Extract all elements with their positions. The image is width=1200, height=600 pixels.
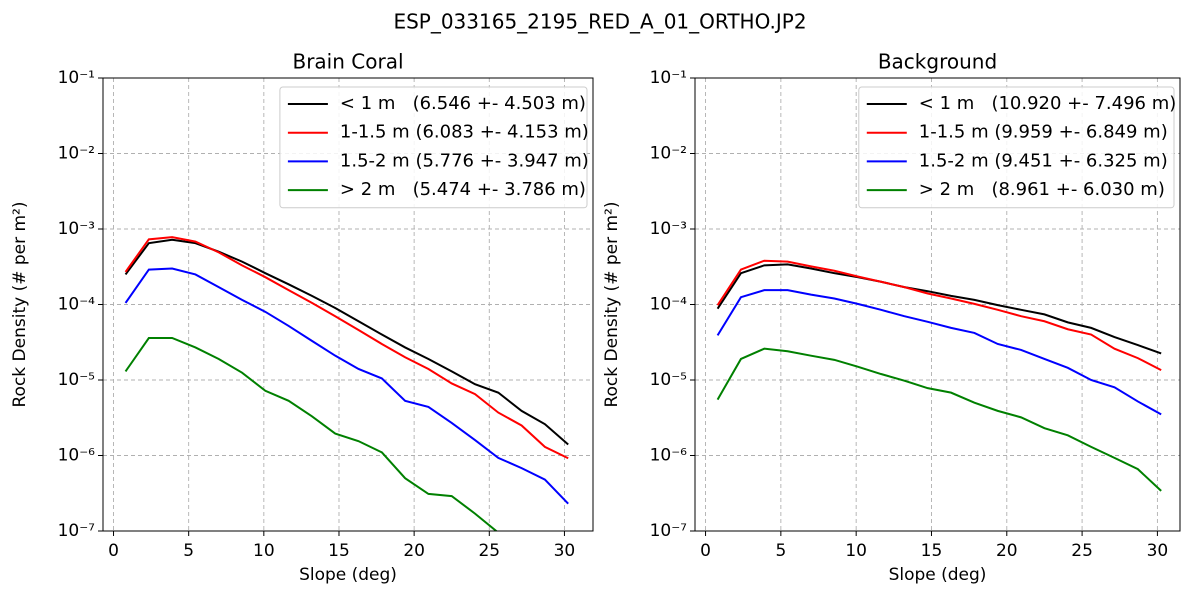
legend-box <box>279 86 588 209</box>
x-tick-label: 20 <box>403 541 425 561</box>
y-tick-label: 10⁻⁵ <box>58 370 95 390</box>
x-tick-label: 5 <box>183 541 194 561</box>
y-axis-label: Rock Density (# per m²) <box>602 201 622 407</box>
y-tick-label: 10⁻⁶ <box>650 446 688 466</box>
x-tick-label: 5 <box>775 541 786 561</box>
y-tick-label: 10⁻¹ <box>58 68 95 88</box>
x-axis-label: Slope (deg) <box>889 565 987 585</box>
y-tick-label: 10⁻² <box>58 144 95 164</box>
x-tick-label: 0 <box>108 541 119 561</box>
legend: < 1 m (6.546 +- 4.503 m) 1-1.5 m (6.083 +… <box>279 86 589 209</box>
line-series <box>124 236 569 460</box>
legend-label: > 2 m (8.961 +- 6.030 m) <box>919 179 1165 200</box>
figure-title: ESP_033165_2195_RED_A_01_ORTHO.JP2 <box>393 10 806 34</box>
y-tick-label: 10⁻² <box>650 144 687 164</box>
line-series <box>124 336 498 531</box>
y-tick-label: 10⁻¹ <box>650 68 687 88</box>
y-tick-label: 10⁻⁴ <box>58 295 96 315</box>
x-tick-label: 20 <box>996 541 1018 561</box>
x-tick-label: 10 <box>845 541 867 561</box>
x-tick-label: 10 <box>253 541 275 561</box>
y-tick-label: 10⁻⁶ <box>58 446 96 466</box>
x-tick-label: 30 <box>1147 541 1169 561</box>
x-tick-label: 30 <box>554 541 576 561</box>
axes-title: Background <box>878 50 997 74</box>
x-tick-label: 15 <box>328 541 350 561</box>
y-tick-label: 10⁻⁷ <box>650 521 688 541</box>
legend-label: 1-1.5 m (6.083 +- 4.153 m) <box>340 122 589 143</box>
legend-label: < 1 m (10.920 +- 7.496 m) <box>919 93 1177 114</box>
legend-label: > 2 m (5.474 +- 3.786 m) <box>340 179 586 200</box>
axes-frame <box>102 77 594 532</box>
y-axis-label: Rock Density (# per m²) <box>10 201 30 407</box>
line-series <box>124 267 569 505</box>
legend-box <box>858 86 1175 209</box>
x-tick-label: 15 <box>921 541 943 561</box>
line-series <box>716 263 1162 355</box>
axes-title: Brain Coral <box>292 50 403 74</box>
y-tick-label: 10⁻³ <box>58 219 95 239</box>
line-series <box>716 289 1162 416</box>
line-series <box>716 259 1162 372</box>
legend-label: 1-1.5 m (9.959 +- 6.849 m) <box>919 122 1168 143</box>
x-tick-label: 0 <box>700 541 711 561</box>
legend-label: 1.5-2 m (5.776 +- 3.947 m) <box>340 150 589 171</box>
legend-label: 1.5-2 m (9.451 +- 6.325 m) <box>919 150 1168 171</box>
legend-label: < 1 m (6.546 +- 4.503 m) <box>340 93 586 114</box>
x-tick-label: 25 <box>478 541 500 561</box>
axes-frame <box>694 77 1181 532</box>
x-axis-label: Slope (deg) <box>299 565 397 585</box>
line-series <box>124 238 569 446</box>
x-tick-label: 25 <box>1071 541 1093 561</box>
y-tick-label: 10⁻⁷ <box>58 521 96 541</box>
line-series <box>716 347 1162 492</box>
y-tick-label: 10⁻⁵ <box>650 370 687 390</box>
y-tick-label: 10⁻³ <box>650 219 687 239</box>
legend: < 1 m (10.920 +- 7.496 m) 1-1.5 m (9.959 … <box>858 86 1177 209</box>
y-tick-label: 10⁻⁴ <box>650 295 688 315</box>
